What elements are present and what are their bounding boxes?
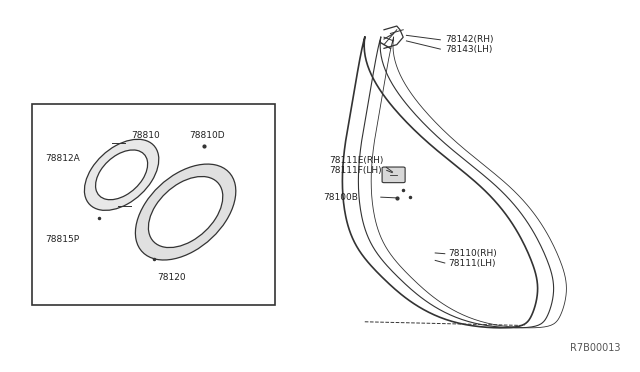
Text: R7B00013: R7B00013 — [570, 343, 621, 353]
Text: 78142(RH): 78142(RH) — [445, 35, 493, 44]
Text: 78120: 78120 — [157, 273, 186, 282]
Ellipse shape — [148, 176, 223, 248]
Text: 78111E(RH): 78111E(RH) — [330, 156, 384, 165]
Text: 78111F(LH): 78111F(LH) — [330, 166, 382, 174]
Bar — [32, 104, 275, 305]
Ellipse shape — [95, 150, 148, 200]
Text: 78100B: 78100B — [323, 193, 358, 202]
Ellipse shape — [84, 139, 159, 211]
Ellipse shape — [136, 164, 236, 260]
Text: 78143(LH): 78143(LH) — [445, 45, 492, 54]
Text: 78110(RH): 78110(RH) — [448, 249, 497, 258]
Text: 78812A: 78812A — [45, 154, 79, 163]
Text: 78111(LH): 78111(LH) — [448, 259, 495, 267]
Text: 78810: 78810 — [131, 131, 160, 140]
Text: 78815P: 78815P — [45, 235, 79, 244]
Text: 78810D: 78810D — [189, 131, 225, 140]
FancyBboxPatch shape — [382, 167, 405, 183]
